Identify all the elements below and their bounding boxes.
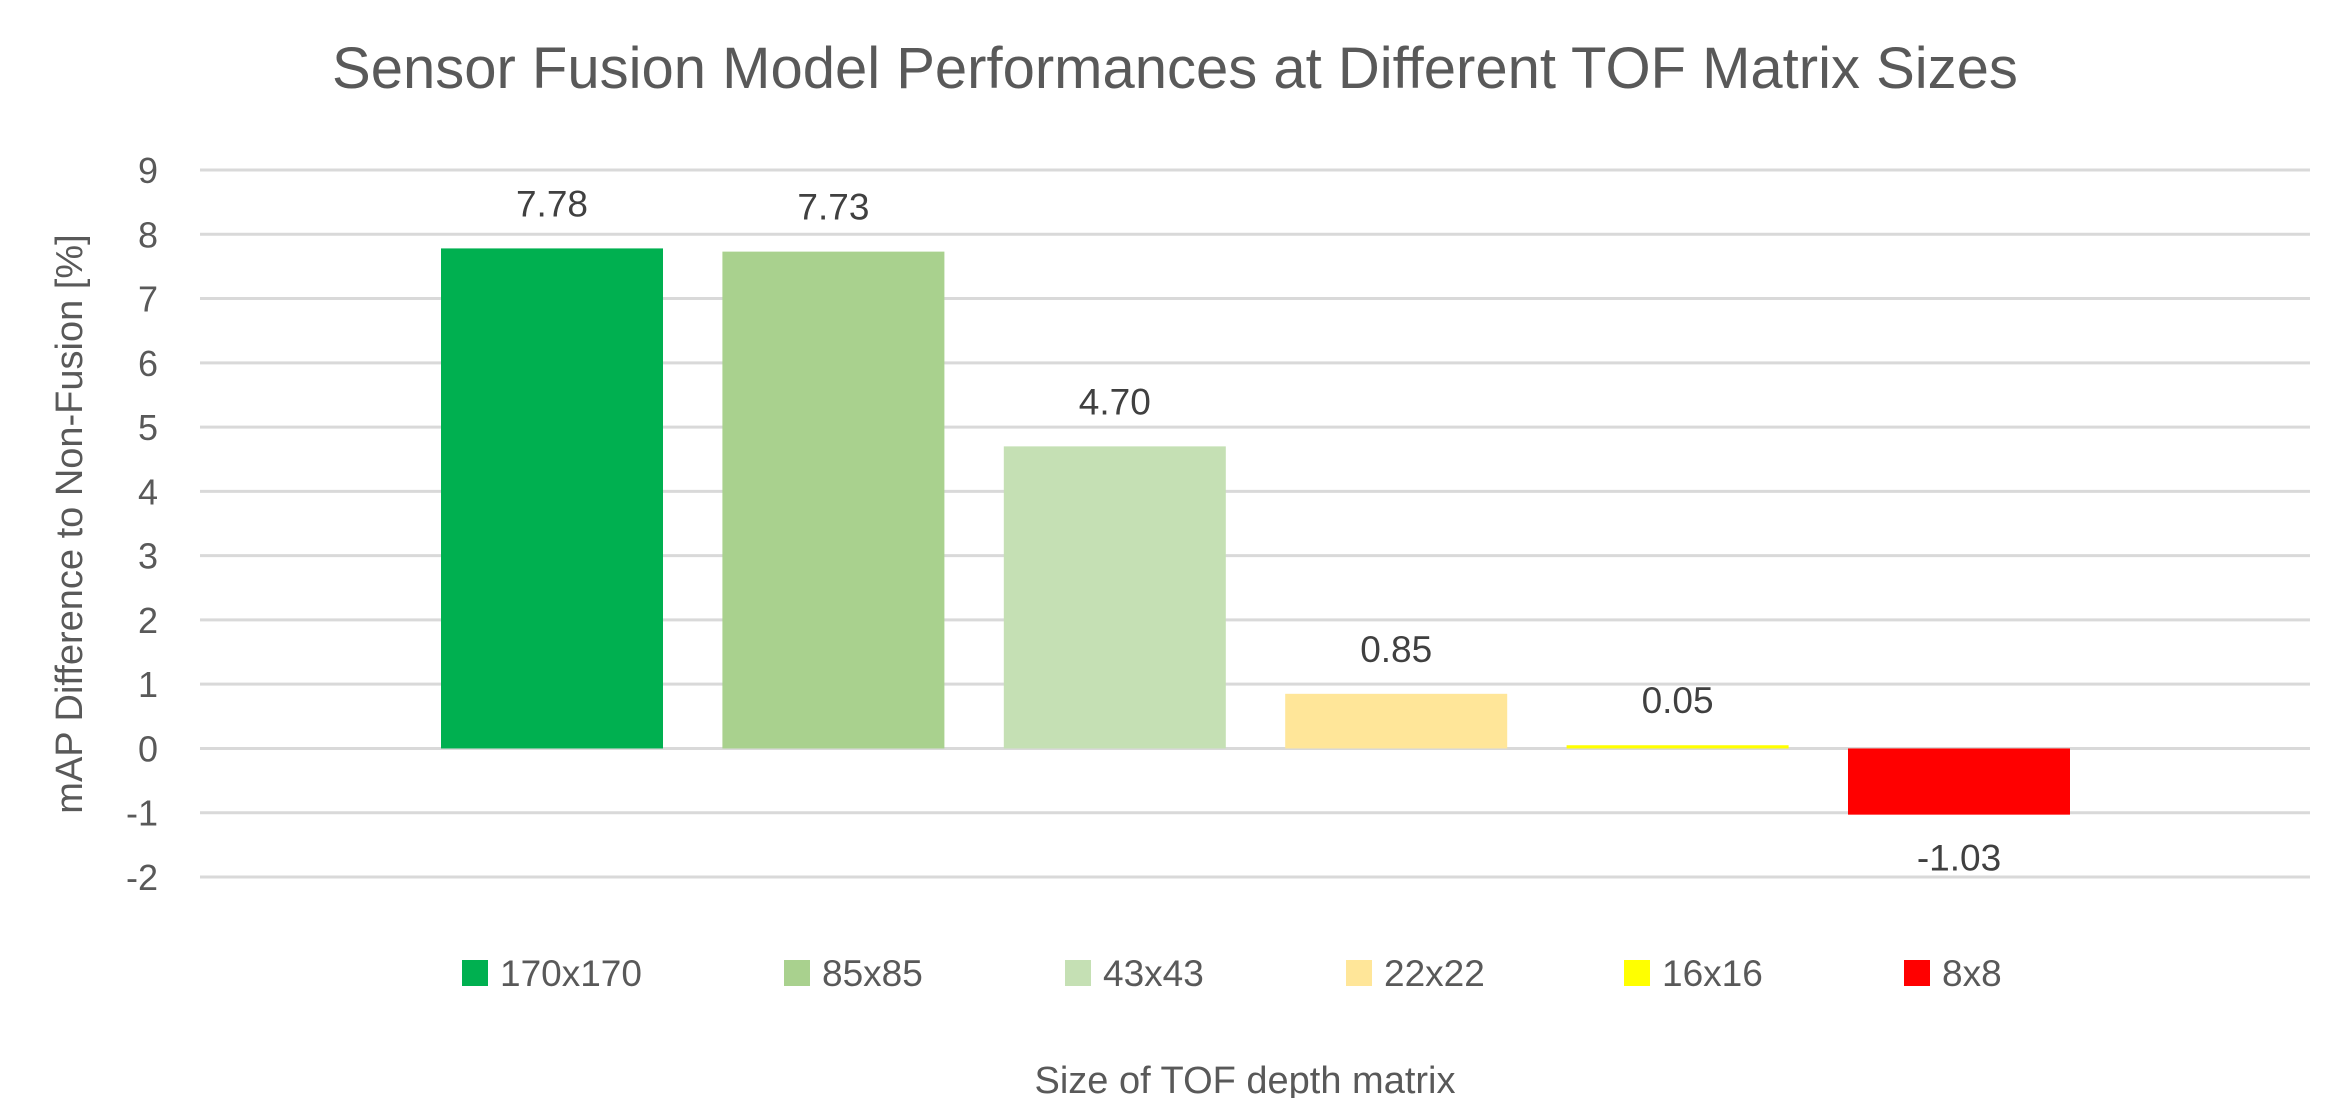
legend-label: 85x85 <box>822 953 923 994</box>
y-tick-label: 0 <box>138 728 158 769</box>
data-label: 7.73 <box>797 187 869 228</box>
legend-swatch <box>462 960 488 986</box>
legend-label: 16x16 <box>1662 953 1763 994</box>
bar-16x16 <box>1566 745 1789 749</box>
legend: 170x170 85x85 43x43 22x22 16x16 8x8 <box>462 953 2002 994</box>
legend-label: 8x8 <box>1942 953 2002 994</box>
chart-title: Sensor Fusion Model Performances at Diff… <box>332 36 2018 101</box>
y-tick-label: 7 <box>138 279 158 320</box>
legend-item-8x8: 8x8 <box>1904 953 2002 994</box>
legend-label: 43x43 <box>1103 953 1204 994</box>
y-tick-label: 3 <box>138 536 158 577</box>
legend-swatch <box>1065 960 1091 986</box>
legend-item-16x16: 16x16 <box>1624 953 1763 994</box>
bars <box>441 248 2070 815</box>
legend-swatch <box>784 960 810 986</box>
y-tick-label: 1 <box>138 664 158 705</box>
y-axis-ticks: 9 8 7 6 5 4 3 2 1 0 -1 -2 <box>126 150 158 898</box>
y-tick-label: 6 <box>138 343 158 384</box>
legend-item-22x22: 22x22 <box>1346 953 1485 994</box>
y-tick-label: 8 <box>138 214 158 255</box>
y-tick-label: 2 <box>138 600 158 641</box>
y-tick-label: 9 <box>138 150 158 191</box>
data-label: 0.05 <box>1642 680 1714 721</box>
data-label: 4.70 <box>1079 381 1151 422</box>
data-label: -1.03 <box>1917 838 2001 879</box>
legend-label: 170x170 <box>500 953 642 994</box>
y-tick-label: -2 <box>126 857 158 898</box>
legend-item-43x43: 43x43 <box>1065 953 1204 994</box>
data-label: 7.78 <box>516 183 588 224</box>
bar-22x22 <box>1285 693 1508 749</box>
legend-item-170x170: 170x170 <box>462 953 642 994</box>
data-labels: 7.78 7.73 4.70 0.85 0.05 -1.03 <box>516 183 2001 878</box>
bar-43x43 <box>1003 446 1226 749</box>
y-tick-label: 4 <box>138 471 158 512</box>
legend-item-85x85: 85x85 <box>784 953 923 994</box>
y-axis-title: mAP Difference to Non-Fusion [%] <box>49 234 91 813</box>
y-tick-label: 5 <box>138 407 158 448</box>
x-axis-title: Size of TOF depth matrix <box>1035 1060 1456 1098</box>
bar-8x8 <box>1848 748 2070 815</box>
data-label: 0.85 <box>1360 629 1432 670</box>
bar-170x170 <box>441 248 663 749</box>
legend-swatch <box>1624 960 1650 986</box>
legend-swatch <box>1904 960 1930 986</box>
y-tick-label: -1 <box>126 793 158 834</box>
legend-swatch <box>1346 960 1372 986</box>
legend-label: 22x22 <box>1384 953 1485 994</box>
bar-85x85 <box>722 251 945 749</box>
